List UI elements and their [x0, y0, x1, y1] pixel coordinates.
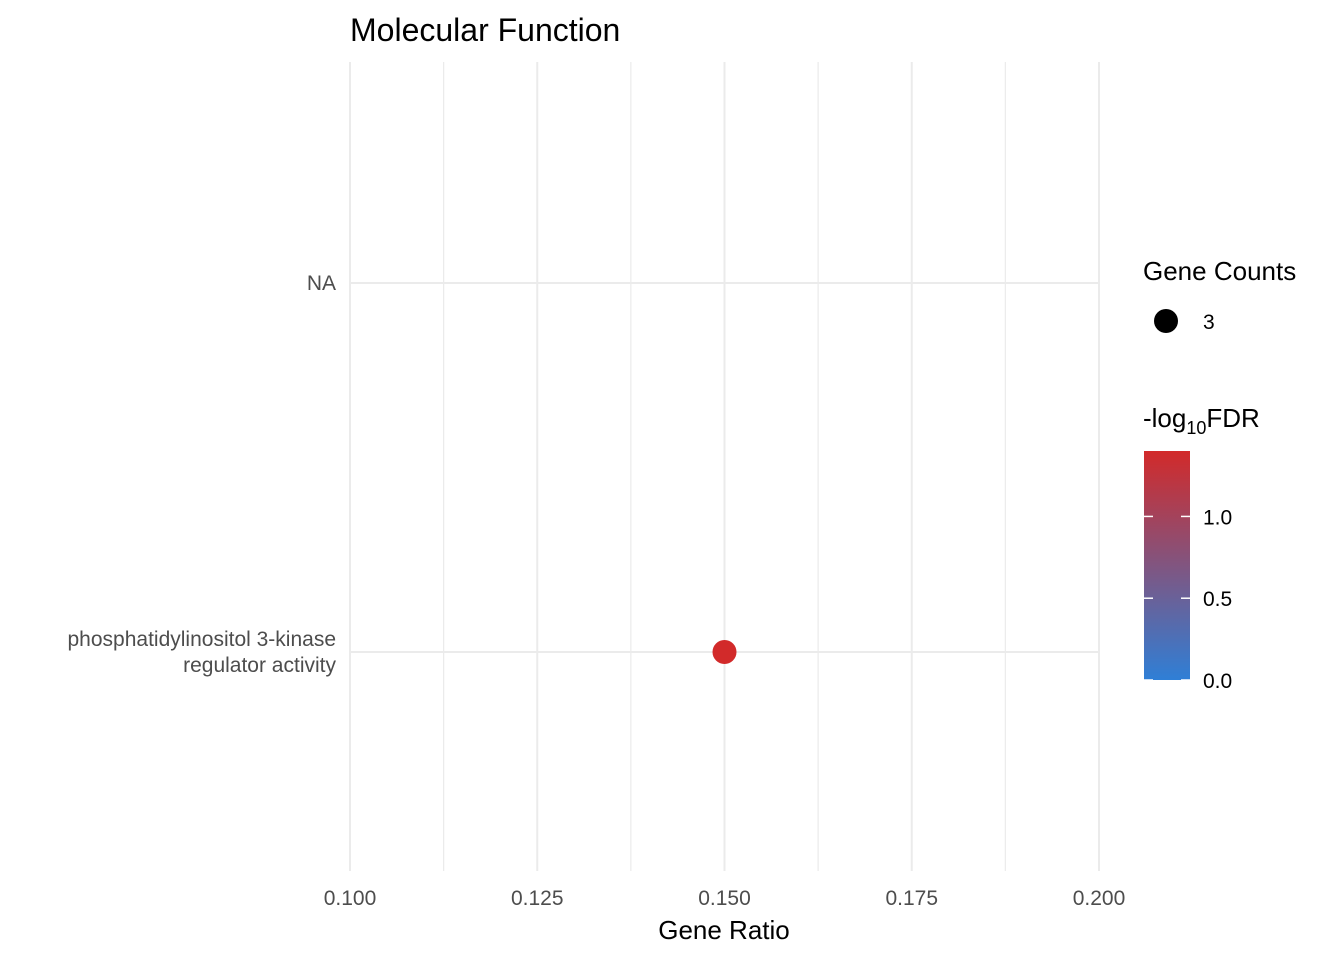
color-legend-label: 0.5 [1203, 588, 1232, 611]
y-tick-label: NA [307, 272, 336, 295]
x-tick-label: 0.175 [885, 887, 938, 910]
color-legend-label: 1.0 [1203, 506, 1232, 529]
color-bar [1144, 451, 1190, 680]
x-axis-labels: 0.100 0.125 0.150 0.175 0.200 [324, 887, 1126, 910]
x-axis-title: Gene Ratio [658, 915, 790, 945]
color-legend-title-subscript: 10 [1186, 418, 1206, 438]
size-legend-title: Gene Counts [1143, 256, 1296, 286]
color-legend: -log10FDR 1.0 0.5 0.0 [1143, 403, 1260, 693]
color-legend-title: -log10FDR [1143, 403, 1260, 438]
size-legend: Gene Counts 3 [1143, 256, 1296, 334]
color-legend-label: 0.0 [1203, 670, 1232, 693]
color-legend-title-prefix: -log [1143, 403, 1186, 433]
data-points [712, 640, 737, 664]
data-point [712, 640, 737, 664]
color-legend-title-suffix: FDR [1206, 403, 1259, 433]
size-legend-label: 3 [1203, 311, 1215, 334]
grid-lines [349, 62, 1100, 871]
y-axis-labels: phosphatidylinositol 3-kinase regulator a… [68, 272, 337, 677]
x-tick-label: 0.125 [511, 887, 564, 910]
x-tick-label: 0.150 [698, 887, 751, 910]
x-tick-label: 0.100 [324, 887, 377, 910]
chart-title: Molecular Function [350, 12, 620, 48]
size-legend-key [1154, 309, 1178, 333]
x-tick-label: 0.200 [1073, 887, 1126, 910]
y-tick-label: phosphatidylinositol 3-kinase regulator a… [68, 628, 337, 677]
